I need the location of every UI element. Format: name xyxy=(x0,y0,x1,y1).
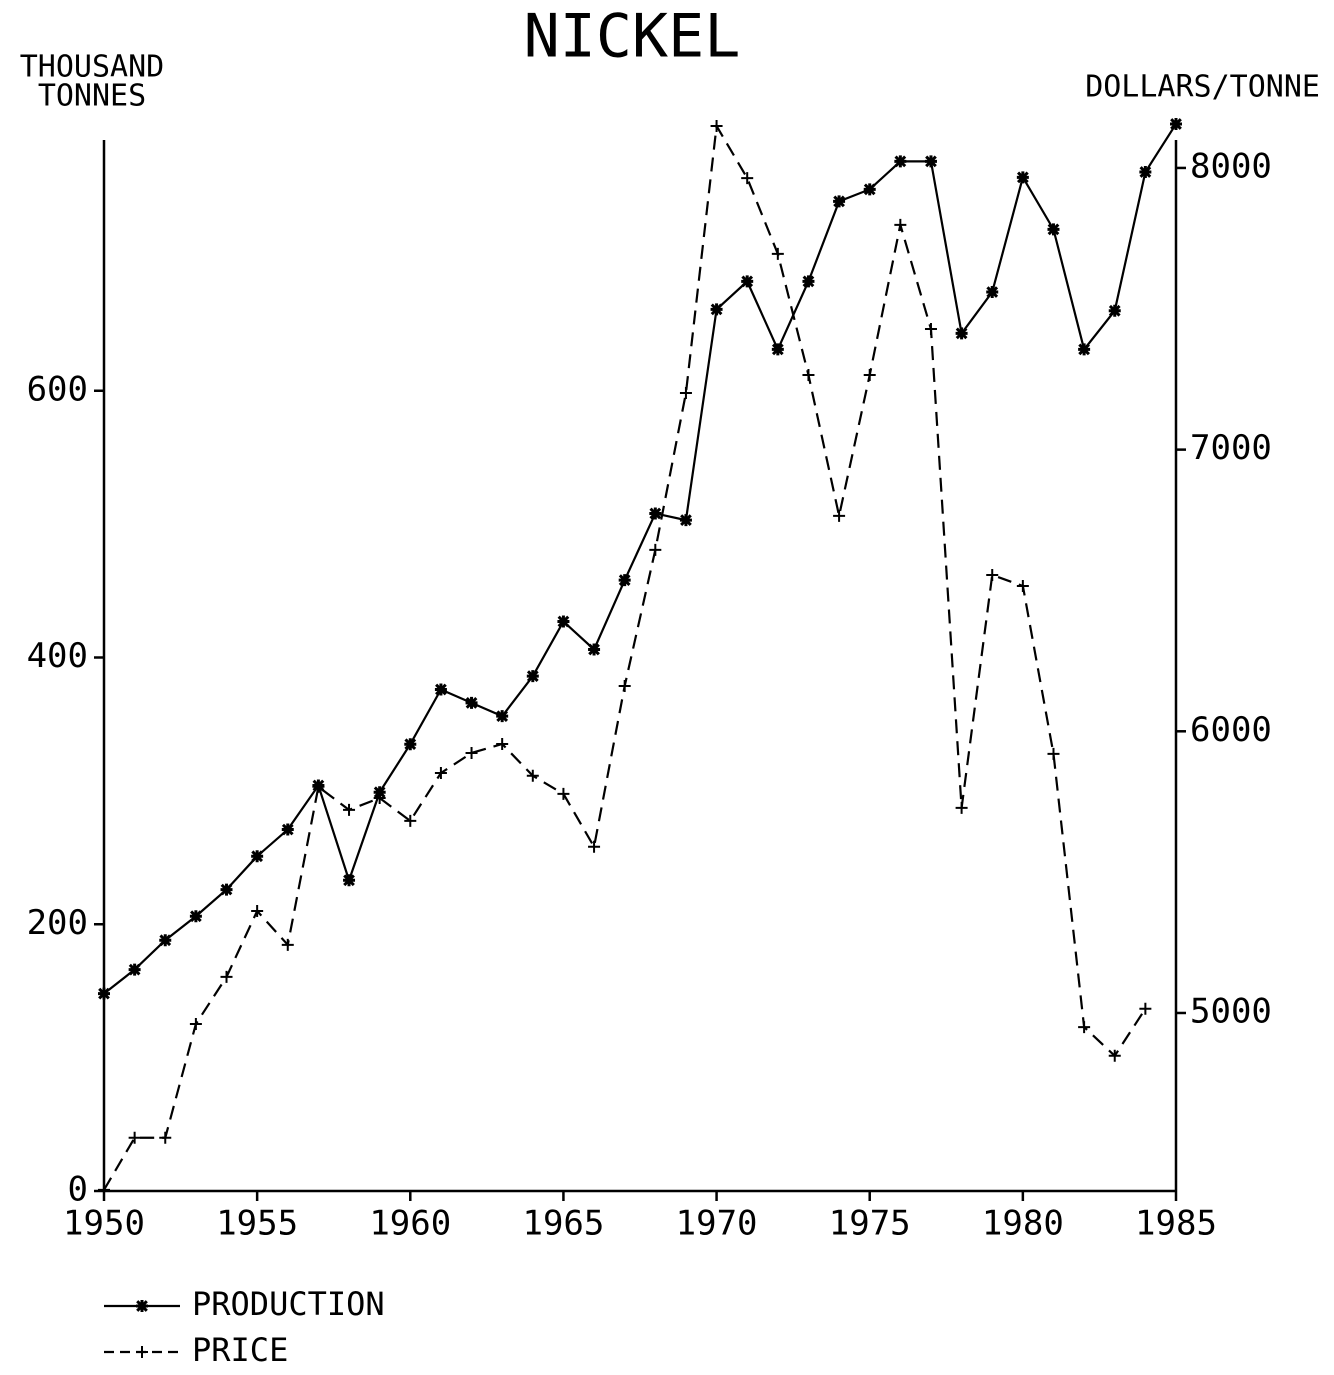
series-line xyxy=(103,123,1177,995)
marker xyxy=(526,769,539,782)
marker xyxy=(1170,118,1182,130)
marker xyxy=(833,195,846,208)
marker xyxy=(588,643,601,656)
chart-title: NICKEL xyxy=(524,2,741,72)
x-tick-label: 1975 xyxy=(829,1204,911,1244)
marker xyxy=(894,155,907,168)
y2-tick-label: 8000 xyxy=(1190,146,1272,186)
marker xyxy=(220,883,233,896)
marker xyxy=(281,823,294,836)
marker xyxy=(1016,579,1029,592)
marker xyxy=(649,507,662,520)
marker xyxy=(465,696,478,709)
marker xyxy=(1078,1021,1091,1034)
marker xyxy=(679,387,692,400)
marker xyxy=(343,874,356,887)
x-tick-label: 1960 xyxy=(369,1204,451,1244)
marker xyxy=(986,568,999,581)
marker xyxy=(465,746,478,759)
y2-tick-label: 6000 xyxy=(1190,710,1272,750)
marker xyxy=(496,710,509,723)
x-tick-label: 1970 xyxy=(676,1204,758,1244)
marker xyxy=(802,275,815,288)
y-tick-label: 600 xyxy=(27,369,88,409)
legend-marker xyxy=(136,1346,148,1358)
y2-tick-label: 7000 xyxy=(1190,428,1272,468)
y-axis-label: THOUSAND xyxy=(20,50,165,85)
y-tick-label: 0 xyxy=(68,1170,88,1210)
marker xyxy=(557,787,570,800)
y-tick-label: 400 xyxy=(27,636,88,676)
marker xyxy=(159,1131,172,1144)
marker xyxy=(863,368,876,381)
marker xyxy=(955,327,968,340)
marker xyxy=(1139,166,1152,179)
legend-label: PRODUCTION xyxy=(192,1285,385,1323)
marker xyxy=(220,970,233,983)
marker xyxy=(128,963,141,976)
y-tick-label: 200 xyxy=(27,903,88,943)
y2-axis-label: DOLLARS/TONNE xyxy=(1085,70,1320,105)
marker xyxy=(649,543,662,556)
marker xyxy=(1078,343,1091,356)
marker xyxy=(588,840,601,853)
marker xyxy=(802,368,815,381)
marker xyxy=(1139,1002,1152,1015)
x-tick-label: 1985 xyxy=(1135,1204,1217,1244)
marker xyxy=(924,323,937,336)
marker xyxy=(159,934,172,947)
marker xyxy=(618,574,631,587)
marker xyxy=(404,814,417,827)
marker xyxy=(189,1017,202,1030)
marker xyxy=(618,679,631,692)
marker xyxy=(557,615,570,628)
marker xyxy=(343,803,356,816)
marker xyxy=(710,119,723,132)
marker xyxy=(924,155,937,168)
x-tick-label: 1980 xyxy=(982,1204,1064,1244)
marker xyxy=(955,801,968,814)
x-tick-label: 1965 xyxy=(522,1204,604,1244)
x-tick-label: 1955 xyxy=(216,1204,298,1244)
marker xyxy=(741,172,754,185)
marker xyxy=(1108,304,1121,317)
marker xyxy=(986,286,999,299)
marker xyxy=(833,509,846,522)
y-axis-label: TONNES xyxy=(38,79,146,114)
marker xyxy=(251,905,264,918)
marker xyxy=(741,275,754,288)
marker xyxy=(1047,747,1060,760)
marker xyxy=(98,1183,110,1196)
marker xyxy=(496,737,509,750)
marker xyxy=(281,938,294,951)
x-tick-label: 1950 xyxy=(63,1204,145,1244)
series-line xyxy=(103,122,1147,1191)
marker xyxy=(312,780,325,793)
marker xyxy=(434,766,447,779)
marker xyxy=(863,183,876,196)
marker xyxy=(526,670,539,683)
marker xyxy=(1047,223,1060,236)
legend-marker xyxy=(136,1300,148,1312)
marker xyxy=(679,514,692,527)
marker xyxy=(1108,1049,1121,1062)
marker xyxy=(373,792,386,805)
marker xyxy=(710,303,723,316)
marker xyxy=(894,218,907,231)
marker xyxy=(98,987,110,1000)
marker xyxy=(128,1131,141,1144)
marker xyxy=(1016,171,1029,184)
marker xyxy=(404,738,417,751)
legend-label: PRICE xyxy=(192,1331,288,1369)
marker xyxy=(771,343,784,356)
marker xyxy=(434,683,447,696)
marker xyxy=(771,247,784,260)
marker xyxy=(189,910,202,923)
marker xyxy=(251,850,264,863)
y2-tick-label: 5000 xyxy=(1190,991,1272,1031)
